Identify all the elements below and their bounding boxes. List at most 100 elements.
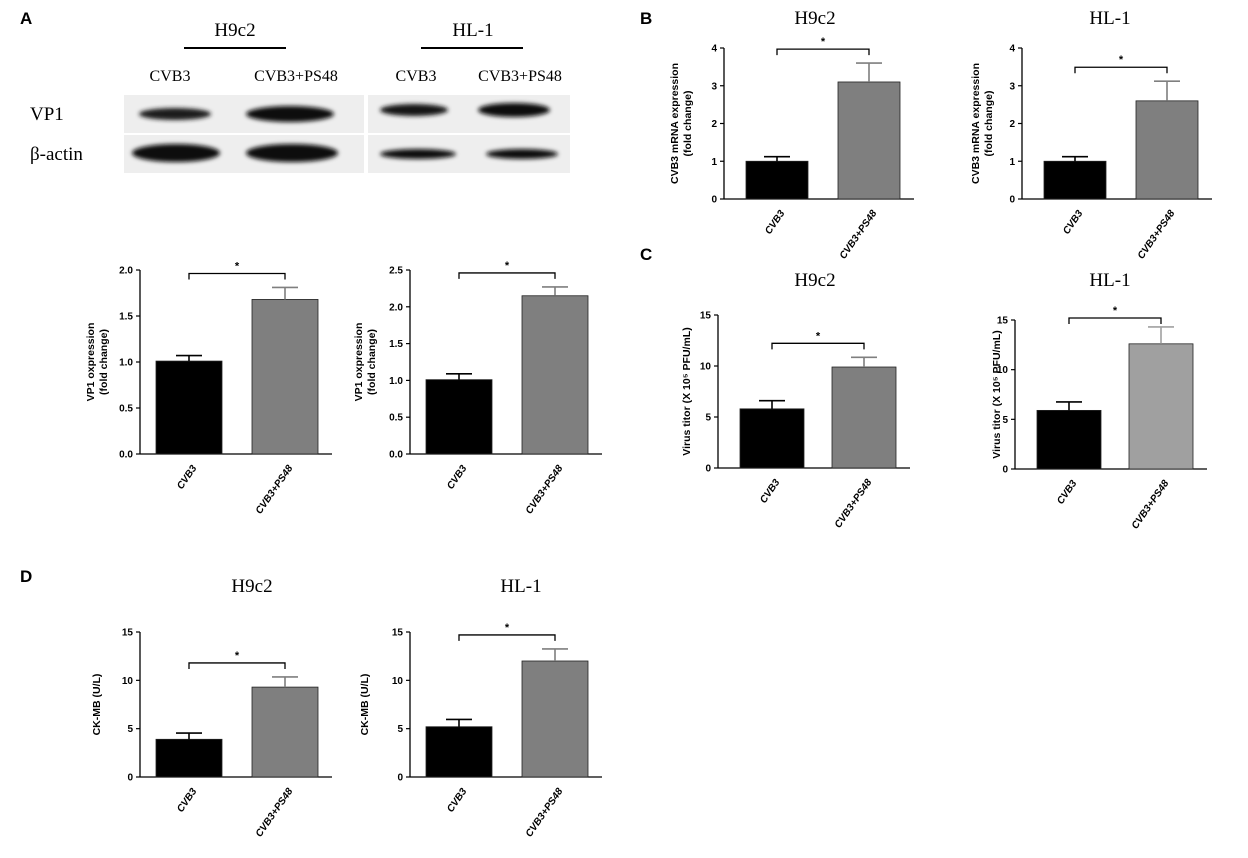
blot-band-actin-h9c2-cvb3 — [132, 144, 220, 162]
x-category-label: CVB3 — [175, 463, 200, 492]
y-axis-label: CK-MB (U/L) — [359, 674, 371, 736]
y-tick-label: 5 — [1002, 415, 1008, 426]
y-tick-label: 1 — [711, 157, 717, 168]
blot-band-vp1-hl1-ps48 — [478, 103, 550, 117]
y-tick-label: 0 — [711, 195, 717, 206]
bar-cvb3-ps48 — [1128, 343, 1194, 470]
x-category-label: CVB3 — [1061, 208, 1086, 237]
y-tick-label: 1.0 — [119, 358, 133, 369]
blot-band-vp1-hl1-cvb3 — [380, 104, 448, 116]
blot-band-actin-hl1-cvb3 — [380, 149, 456, 159]
y-tick-label: 15 — [997, 316, 1009, 327]
x-category-label: CVB3+PS48 — [254, 463, 296, 516]
y-tick-label: 0 — [397, 773, 403, 784]
blot-band-actin-h9c2-ps48 — [246, 144, 338, 162]
blot-row-label-vp1: VP1 — [30, 104, 64, 125]
y-tick-label: 10 — [700, 362, 712, 373]
significance-bracket — [771, 342, 865, 350]
y-tick-label: 4 — [711, 44, 717, 55]
bar-cvb3-ps48 — [521, 295, 589, 455]
y-tick-label: 4 — [1009, 44, 1015, 55]
y-axis-label: VP1 oxpression — [85, 323, 97, 402]
x-category-label: CVB3+PS48 — [1130, 478, 1172, 531]
panel-letter-c: C — [640, 245, 652, 264]
significance-bracket — [188, 662, 286, 669]
y-axis-label: (fold change) — [983, 91, 995, 157]
chart-title-d-h9c2: H9c2 — [231, 576, 272, 597]
y-tick-label: 10 — [122, 676, 134, 687]
y-tick-label: 3 — [711, 81, 717, 92]
bar-cvb3 — [1036, 409, 1102, 470]
y-tick-label: 0 — [1002, 465, 1008, 476]
x-category-label: CVB3+PS48 — [524, 463, 566, 516]
chart-title-b-hl1: HL-1 — [1089, 8, 1130, 29]
significance-star: * — [505, 260, 510, 272]
y-tick-label: 0.5 — [389, 413, 403, 424]
blot-lane-label-hl1-cvb3: CVB3 — [396, 68, 437, 85]
blot-band-actin-hl1-ps48 — [486, 149, 558, 159]
western-blot-hl1 — [368, 95, 570, 173]
blot-lane-label-h9c2-ps48: CVB3+PS48 — [254, 68, 338, 85]
bar-cvb3-ps48 — [251, 686, 319, 778]
y-axis-label: (fold change) — [98, 329, 110, 395]
y-axis-label: CVB3 mRNA expression — [970, 63, 982, 184]
x-category-label: CVB3 — [1055, 478, 1080, 507]
bar-cvb3 — [155, 360, 223, 455]
significance-bracket — [458, 634, 556, 641]
blot-group-title-h9c2: H9c2 — [214, 20, 255, 41]
x-category-label: CVB3+PS48 — [524, 786, 566, 839]
y-axis-label: Virus titor (X 10⁵ PFU/mL) — [991, 330, 1003, 458]
significance-bracket — [458, 272, 556, 279]
chart-c-hl1: 0 5 10 15 Virus titor (X 10⁵ PFU/mL) CVB3 CVB3… — [991, 305, 1207, 531]
x-category-label: CVB3 — [445, 463, 470, 492]
chart-title-d-hl1: HL-1 — [500, 576, 541, 597]
y-axis-label: CK-MB (U/L) — [91, 674, 103, 736]
y-tick-label: 10 — [997, 365, 1009, 376]
bar-cvb3-ps48 — [1135, 100, 1199, 200]
chart-title-b-h9c2: H9c2 — [794, 8, 835, 29]
significance-bracket — [1074, 66, 1168, 74]
x-category-label: CVB3+PS48 — [1136, 208, 1178, 261]
bar-cvb3-ps48 — [831, 366, 897, 469]
blot-row-label-actin: β-actin — [30, 144, 83, 165]
chart-a-hl1: 0.0 0.5 1.0 1.5 2.0 2.5 VP1 oxpression (fold ch… — [353, 260, 602, 516]
y-tick-label: 5 — [397, 724, 403, 735]
chart-b-hl1: 0 1 2 3 4 CVB3 mRNA expression (fold change) CV… — [970, 44, 1212, 261]
y-tick-label: 1 — [1009, 157, 1015, 168]
significance-star: * — [1119, 54, 1124, 66]
blot-lane-label-hl1-ps48: CVB3+PS48 — [478, 68, 562, 85]
western-blot-h9c2 — [124, 95, 364, 173]
bar-cvb3 — [155, 738, 223, 778]
chart-title-c-hl1: HL-1 — [1089, 270, 1130, 291]
significance-star: * — [816, 330, 821, 342]
y-tick-label: 1.5 — [389, 339, 403, 350]
y-tick-label: 3 — [1009, 81, 1015, 92]
panel-letter-b: B — [640, 9, 652, 28]
y-tick-label: 15 — [122, 628, 134, 639]
blot-band-vp1-h9c2-ps48 — [246, 106, 334, 122]
bar-cvb3 — [739, 408, 805, 469]
chart-b-h9c2: 0 1 2 3 4 CVB3 mRNA expression (fold change) CV… — [669, 36, 914, 261]
y-tick-label: 2.0 — [119, 266, 133, 277]
blot-lane-label-h9c2-cvb3: CVB3 — [150, 68, 191, 85]
y-tick-label: 15 — [700, 311, 712, 322]
chart-d-hl1: 0 5 10 15 CK-MB (U/L) CVB3 CVB3+PS48 * — [359, 622, 602, 839]
x-category-label: CVB3 — [175, 786, 200, 815]
y-tick-label: 0.0 — [119, 450, 133, 461]
x-category-label: CVB3+PS48 — [838, 208, 880, 261]
chart-d-h9c2: 0 5 10 15 CK-MB (U/L) CVB3 CVB3+PS48 * — [91, 628, 332, 839]
y-tick-label: 5 — [705, 413, 711, 424]
chart-a-h9c2: 0.0 0.5 1.0 1.5 2.0 VP1 oxpression (fold chang… — [85, 260, 332, 516]
significance-star: * — [235, 260, 240, 272]
bar-cvb3 — [745, 160, 809, 200]
y-tick-label: 2 — [1009, 119, 1015, 130]
y-tick-label: 1.0 — [389, 376, 403, 387]
chart-c-h9c2: 0 5 10 15 Virus titor (X 10⁵ PFU/mL) CVB3 CVB3… — [681, 311, 910, 530]
chart-title-c-h9c2: H9c2 — [794, 270, 835, 291]
y-tick-label: 0 — [1009, 195, 1015, 206]
bar-cvb3 — [425, 726, 493, 778]
y-tick-label: 0 — [705, 464, 711, 475]
significance-star: * — [1113, 305, 1118, 317]
y-axis-label: VP1 oxpression — [353, 323, 365, 402]
